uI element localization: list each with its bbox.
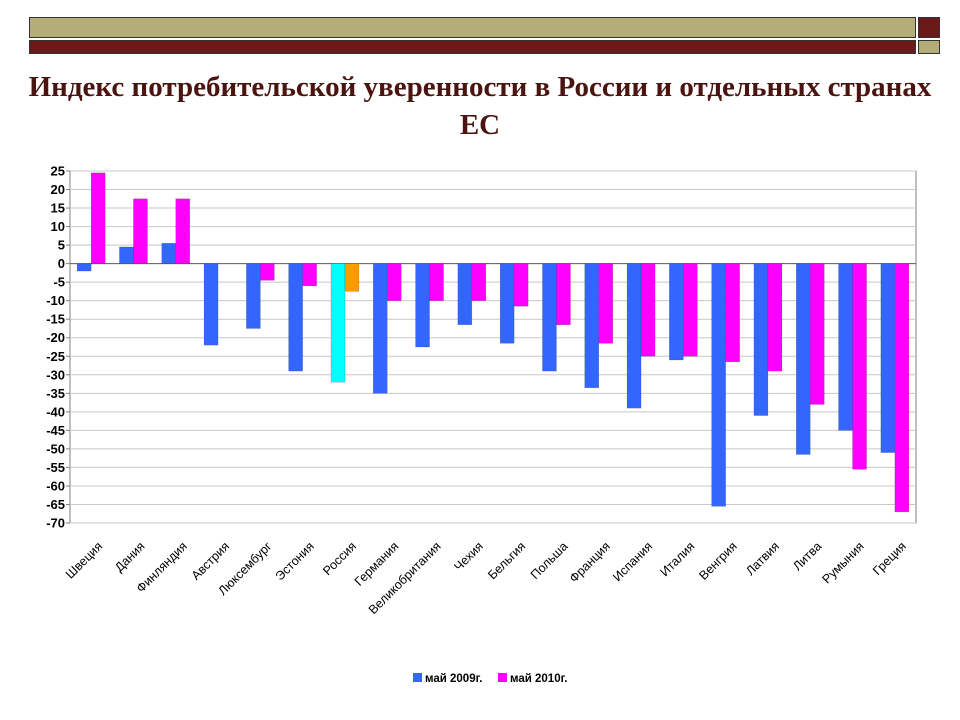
bar-series2-7 (387, 263, 402, 301)
bar-series2-6 (344, 263, 360, 292)
x-category-label: Франция (567, 539, 613, 585)
x-category-label: Литва (790, 539, 824, 573)
bar-series1-11 (542, 263, 557, 372)
bar-series2-11 (556, 263, 571, 326)
bar-series1-17 (796, 263, 811, 455)
bar-series2-19 (894, 263, 910, 513)
y-tick-label: 15 (51, 201, 65, 216)
y-tick-label: -5 (53, 275, 65, 290)
bar-series1-15 (711, 263, 726, 507)
bar-series2-16 (767, 263, 783, 372)
bar-series2-15 (725, 263, 740, 363)
y-tick-label: -55 (46, 460, 65, 475)
bar-series2-8 (429, 263, 444, 301)
bar-series1-12 (584, 263, 599, 389)
bar-series1-0 (76, 263, 92, 272)
bar-series2-2 (175, 198, 190, 264)
x-category-label: Латвия (743, 539, 782, 578)
slide-title: Индекс потребительской уверенности в Рос… (28, 71, 932, 141)
bar-series1-3 (203, 263, 219, 346)
bar-series1-18 (838, 263, 853, 431)
y-tick-label: 25 (51, 164, 65, 179)
y-tick-label: -10 (46, 293, 65, 308)
x-category-label: Швеция (63, 539, 105, 581)
x-category-label: Чехия (451, 539, 486, 574)
bar-series2-14 (683, 263, 698, 357)
plot-area (69, 170, 917, 524)
bar-series1-8 (415, 263, 430, 348)
bar-series1-7 (373, 263, 388, 394)
x-category-label: Румыния (820, 539, 867, 586)
x-category-label: Великобритания (366, 539, 444, 617)
bar-series1-4 (246, 263, 261, 329)
y-tick-label: 10 (51, 219, 65, 234)
bar-series2-0 (90, 172, 106, 264)
bar-series2-18 (852, 263, 867, 470)
bar-series1-14 (669, 263, 684, 361)
x-category-label: Венгрия (696, 539, 739, 582)
y-tick-label: -35 (46, 386, 65, 401)
y-tick-label: 20 (51, 182, 65, 197)
x-category-label: Испания (610, 539, 655, 584)
bar-series1-1 (119, 246, 134, 264)
x-category-label: Греция (870, 539, 909, 578)
x-category-label: Бельгия (485, 539, 528, 582)
x-category-label: Польша (528, 539, 571, 582)
bar-series2-10 (513, 263, 529, 307)
bar-series2-1 (133, 198, 148, 264)
bar-series2-9 (471, 263, 487, 301)
legend-swatch-series2 (498, 673, 507, 682)
bar-series2-17 (810, 263, 825, 405)
x-category-label: Италия (657, 539, 697, 579)
y-tick-label: -15 (46, 312, 65, 327)
chart-legend: май 2009г. май 2010г. (413, 673, 567, 685)
legend-swatch-series1 (413, 673, 422, 682)
bar-series2-13 (640, 263, 656, 357)
header-decoration-maroon-square (918, 17, 940, 38)
bar-series1-5 (288, 263, 303, 372)
y-tick-label: 5 (58, 238, 65, 253)
y-tick-label: 0 (58, 256, 65, 271)
header-decoration-maroon-bar (29, 40, 916, 54)
x-category-label: Россия (320, 539, 359, 578)
y-tick-label: -40 (46, 404, 65, 419)
y-tick-label: -25 (46, 349, 65, 364)
x-category-label: Дания (112, 539, 147, 574)
bar-series1-19 (880, 263, 896, 453)
x-category-label: Эстония (273, 539, 317, 583)
header-decoration-olive-square (918, 40, 940, 54)
bar-series1-13 (626, 263, 642, 409)
y-tick-label: -45 (46, 423, 65, 438)
y-tick-label: -60 (46, 478, 65, 493)
bar-series1-2 (161, 243, 176, 264)
legend-label-series2: май 2010г. (510, 673, 567, 685)
bar-series1-6 (330, 263, 346, 383)
bar-series2-12 (598, 263, 613, 344)
y-tick-label: -70 (46, 516, 65, 531)
y-tick-label: -65 (46, 497, 65, 512)
bar-series1-10 (499, 263, 515, 344)
header-decoration-olive-bar (29, 17, 916, 38)
x-category-label: Австрия (189, 539, 233, 583)
y-tick-label: -50 (46, 441, 65, 456)
y-tick-label: -30 (46, 367, 65, 382)
y-tick-label: -20 (46, 330, 65, 345)
bar-series1-16 (753, 263, 769, 416)
bar-series2-4 (260, 263, 275, 281)
bar-series2-5 (302, 263, 317, 287)
legend-label-series1: май 2009г. (425, 673, 482, 685)
bar-series1-9 (457, 263, 473, 326)
